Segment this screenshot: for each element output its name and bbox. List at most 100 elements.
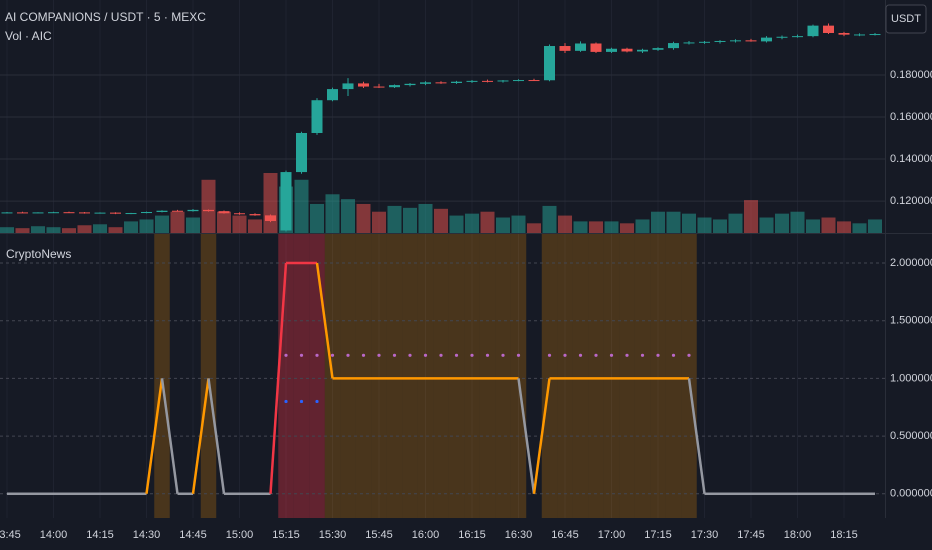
signal-zone: [340, 233, 356, 518]
signal-zone: [386, 233, 403, 518]
x-tick-label: 15:15: [272, 529, 300, 541]
volume-bar: [465, 213, 479, 233]
volume-bar: [635, 219, 650, 233]
volume-bar: [232, 215, 247, 233]
candle-body: [730, 40, 741, 42]
volume-bar: [217, 211, 231, 233]
signal-zone: [154, 233, 170, 518]
candle-body: [435, 82, 447, 84]
volume-bar: [356, 203, 371, 233]
volume-bar: [248, 219, 262, 233]
candle-body: [358, 83, 369, 87]
signal-zone: [448, 233, 465, 518]
x-tick-label: 17:00: [598, 529, 626, 541]
signal-zone: [309, 233, 325, 518]
indicator-line: [269, 262, 288, 494]
volume-bar: [496, 217, 510, 233]
candle-body: [544, 46, 555, 81]
lower-dot: [315, 399, 319, 404]
volume-bar: [868, 219, 882, 233]
volume-bar: [651, 211, 665, 233]
candle-body: [776, 36, 788, 38]
volume-bar: [155, 215, 169, 233]
volume-bar: [573, 221, 588, 233]
y-tick-label: 1.000000: [890, 372, 932, 384]
signal-zone: [402, 233, 418, 518]
volume-bar: [201, 179, 216, 233]
upper-dot: [563, 353, 567, 357]
upper-dot: [284, 353, 288, 357]
volume-bar: [403, 207, 417, 233]
volume-bar: [604, 221, 619, 233]
y-tick-label: 0.000000: [890, 488, 932, 500]
candle-body: [48, 212, 59, 214]
upper-dot: [640, 353, 645, 357]
volume-bar: [170, 211, 185, 233]
x-tick-label: 18:15: [830, 529, 858, 541]
currency-label[interactable]: USDT: [891, 13, 921, 25]
candle-body: [590, 43, 602, 52]
upper-dot: [439, 353, 443, 357]
x-tick-label: 14:00: [40, 529, 68, 541]
x-tick-label: 16:45: [551, 529, 579, 541]
candle-body: [156, 210, 168, 212]
volume-bar: [759, 217, 774, 233]
candle-body: [621, 48, 633, 52]
x-tick-label: 15:30: [319, 529, 347, 541]
signal-zone: [200, 233, 217, 518]
candle-body: [451, 81, 462, 83]
volume-bar: [713, 219, 727, 233]
candle-body: [203, 209, 214, 212]
signal-zone: [665, 233, 682, 518]
volume-bar: [511, 215, 526, 233]
candle-body: [823, 25, 834, 33]
volume-bar: [341, 199, 355, 233]
candle-body: [342, 83, 354, 90]
upper-dot: [656, 353, 660, 357]
volume-bar: [744, 200, 758, 233]
candle-body: [761, 37, 772, 42]
upper-dot: [392, 353, 397, 357]
candle-body: [311, 100, 323, 133]
candle-body: [482, 80, 493, 82]
x-tick-label: 15:00: [226, 529, 254, 541]
x-tick-label: 16:15: [458, 529, 486, 541]
signal-zone: [619, 233, 635, 518]
volume-bar: [697, 217, 712, 233]
candle-body: [265, 215, 276, 222]
candle-body: [1, 212, 13, 214]
candle-body: [218, 211, 230, 214]
candle-body: [559, 46, 571, 51]
indicator-line: [532, 378, 551, 494]
candle-body: [792, 36, 803, 38]
candle-body: [141, 211, 152, 214]
volume-bar: [527, 223, 541, 233]
volume-bar: [108, 227, 123, 233]
signal-zone: [541, 233, 558, 518]
volume-bar: [93, 224, 107, 233]
volume-bar: [46, 227, 61, 233]
volume-bar: [372, 211, 386, 233]
currency-button[interactable]: [885, 4, 927, 34]
upper-dot: [346, 353, 350, 357]
candle-body: [234, 213, 245, 215]
signal-zone: [417, 233, 434, 518]
upper-dot: [516, 353, 521, 357]
indicator-line: [191, 378, 210, 494]
signal-zone: [355, 233, 372, 518]
candle-body: [17, 212, 28, 214]
upper-dot: [361, 353, 366, 357]
lower-dot: [284, 399, 288, 404]
candle-body: [637, 49, 648, 52]
volume-bar: [837, 221, 851, 233]
x-tick-label: 14:45: [179, 529, 207, 541]
candle-body: [172, 210, 183, 212]
volume-bar: [666, 211, 681, 233]
volume-bar: [387, 205, 402, 233]
y-tick-label: 0.140000: [890, 153, 932, 165]
upper-dot: [485, 353, 490, 357]
signal-zone: [479, 233, 496, 518]
volume-bar: [728, 213, 743, 233]
signal-zone: [293, 233, 310, 518]
